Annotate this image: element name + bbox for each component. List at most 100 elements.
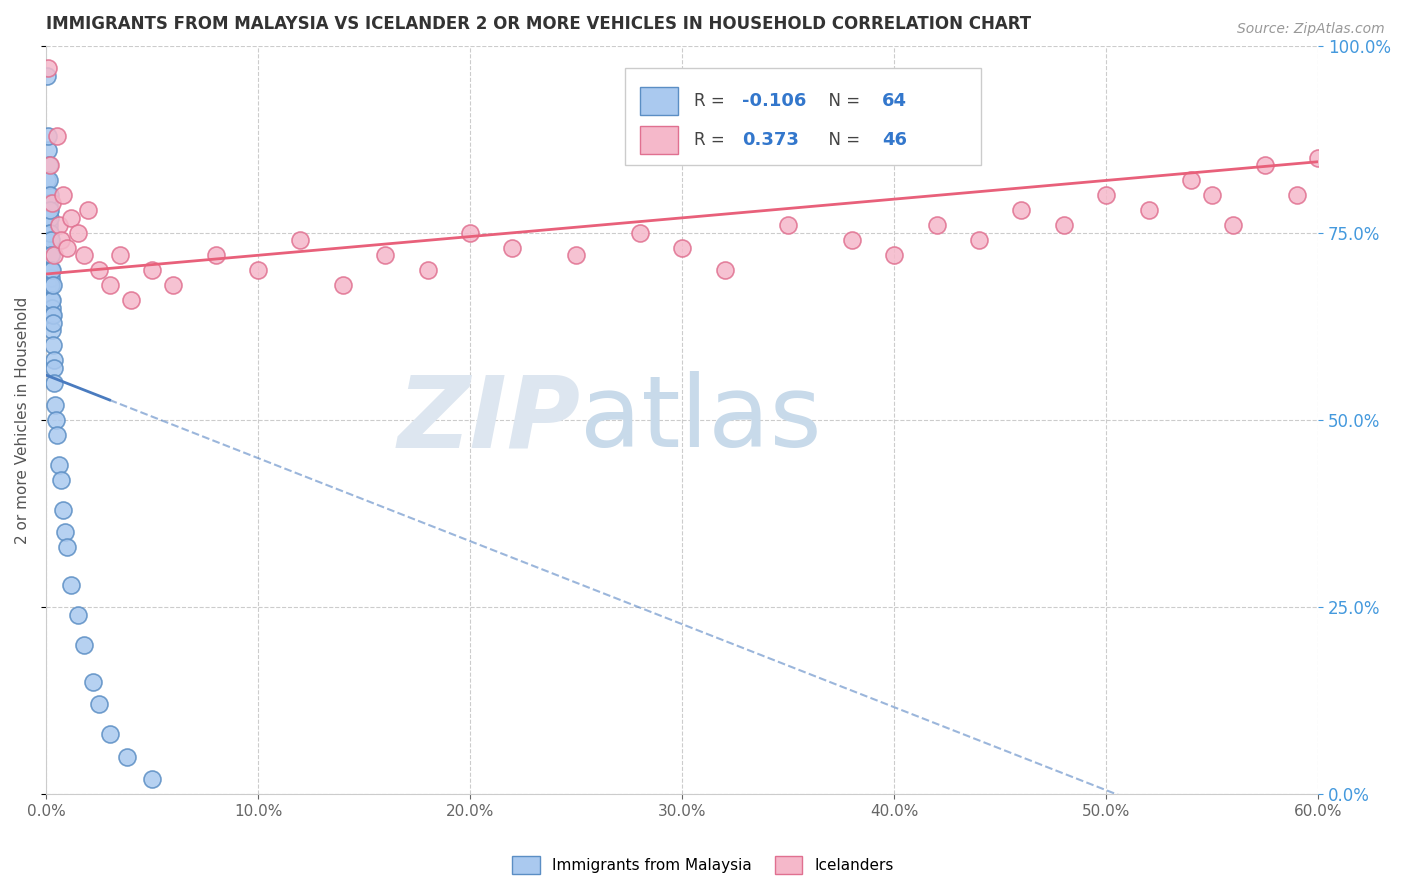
Point (1201, 188, 1223, 202)
Point (45, 128, 67, 143)
Point (53, 525, 76, 540)
Text: ZIP: ZIP (398, 371, 581, 468)
Point (52, 503, 75, 517)
Point (38, 263, 60, 277)
Point (66, 607, 89, 622)
Point (37, 188, 59, 202)
Point (332, 278, 354, 293)
Point (247, 263, 270, 277)
Point (37, 278, 59, 293)
Point (48, 458, 70, 472)
Point (1137, 203, 1160, 218)
Point (39, 203, 62, 218)
Y-axis label: 2 or more Vehicles in Household: 2 or more Vehicles in Household (15, 296, 30, 543)
Point (41, 278, 63, 293)
Point (38, 226, 60, 240)
Point (37, 211, 59, 225)
Point (39, 158, 62, 172)
Point (87, 263, 110, 277)
Text: IMMIGRANTS FROM MALAYSIA VS ICELANDER 2 OR MORE VEHICLES IN HOUSEHOLD CORRELATIO: IMMIGRANTS FROM MALAYSIA VS ICELANDER 2 … (46, 15, 1031, 33)
Point (883, 248, 905, 262)
Point (73, 638, 96, 652)
FancyBboxPatch shape (624, 68, 981, 165)
Point (1308, 151, 1330, 165)
Point (1180, 173, 1202, 187)
Point (38, 248, 60, 262)
Bar (640, 126, 678, 154)
Point (52, 188, 75, 202)
Point (39, 233, 62, 247)
Point (38, 241, 60, 255)
Point (38, 173, 60, 187)
Point (120, 293, 142, 308)
Text: 0.373: 0.373 (742, 131, 799, 149)
Point (41, 308, 63, 322)
Point (38, 248, 60, 262)
Point (39, 293, 62, 308)
Point (38, 211, 60, 225)
Point (42, 338, 65, 352)
Point (37, 173, 59, 187)
Point (37, 128, 59, 143)
Point (925, 219, 948, 233)
Point (98, 278, 121, 293)
Point (37, 61, 59, 75)
Point (374, 248, 396, 262)
Point (56, 541, 79, 555)
Point (41, 323, 63, 337)
Point (87, 698, 110, 712)
Point (44, 376, 66, 390)
Point (141, 772, 163, 787)
Point (1222, 219, 1244, 233)
Point (38, 203, 60, 218)
Point (44, 413, 66, 427)
Point (82, 675, 104, 690)
Point (39, 278, 62, 293)
Text: N =: N = (818, 92, 866, 110)
Point (42, 316, 65, 330)
Point (38, 195, 60, 210)
Point (48, 219, 70, 233)
Point (967, 233, 990, 247)
Point (44, 398, 66, 412)
Point (77, 203, 100, 218)
Point (37, 203, 59, 218)
Point (42, 308, 65, 322)
Point (39, 263, 62, 277)
Point (66, 226, 89, 240)
Point (115, 750, 138, 764)
Point (1010, 203, 1032, 218)
Point (458, 226, 481, 240)
Point (1254, 158, 1277, 172)
Point (41, 293, 63, 308)
Point (1286, 188, 1309, 202)
Text: R =: R = (693, 92, 730, 110)
Point (1095, 188, 1118, 202)
Point (1053, 219, 1076, 233)
Point (162, 278, 184, 293)
Point (628, 226, 651, 240)
Point (39, 241, 62, 255)
Point (39, 248, 62, 262)
Point (41, 301, 63, 315)
Point (38, 233, 60, 247)
Bar (640, 87, 678, 115)
Point (41, 263, 63, 277)
Point (42, 353, 65, 368)
Point (841, 233, 863, 247)
Text: Source: ZipAtlas.com: Source: ZipAtlas.com (1237, 22, 1385, 37)
Point (49, 473, 72, 487)
Point (60, 577, 83, 591)
Point (44, 248, 66, 262)
Point (38, 226, 60, 240)
Text: R =: R = (693, 131, 730, 149)
Point (73, 248, 96, 262)
Point (37, 233, 59, 247)
Point (60, 211, 83, 225)
Legend: Immigrants from Malaysia, Icelanders: Immigrants from Malaysia, Icelanders (506, 850, 900, 880)
Point (204, 248, 226, 262)
Point (290, 233, 312, 247)
Point (141, 263, 163, 277)
Point (49, 233, 72, 247)
Point (39, 226, 62, 240)
